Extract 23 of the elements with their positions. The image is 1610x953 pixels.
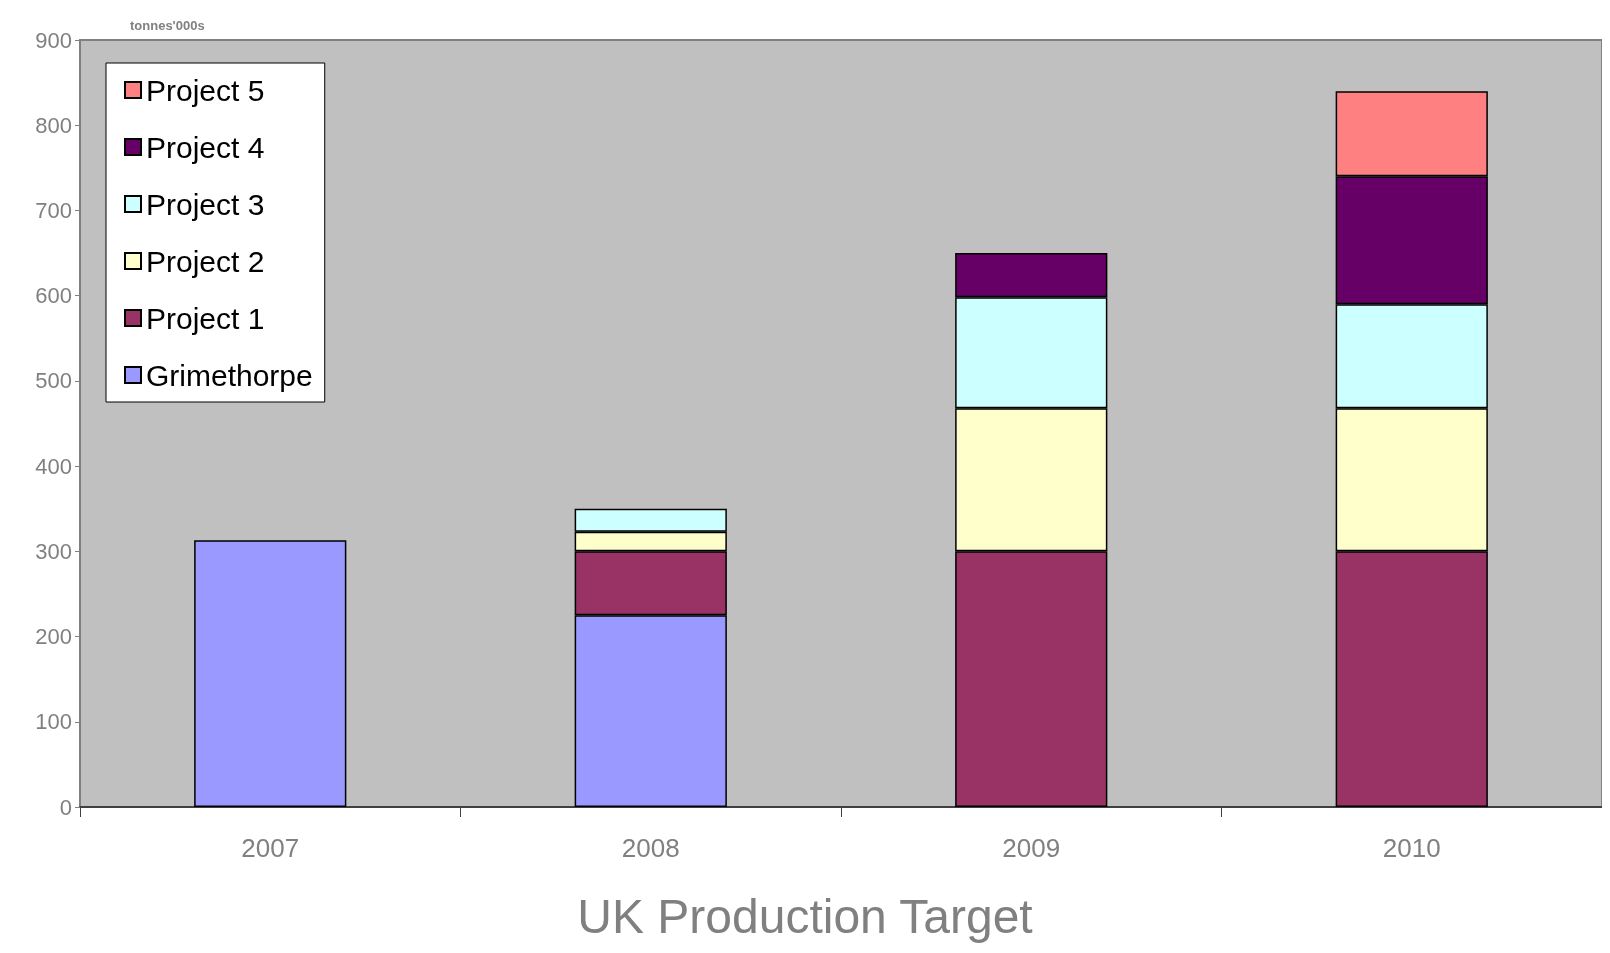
legend-label: Project 1 — [146, 301, 265, 335]
y-tick-label: 300 — [35, 538, 72, 564]
y-tick-label: 400 — [35, 453, 72, 479]
y-tick-label: 500 — [35, 368, 72, 394]
y-tick-label: 600 — [35, 283, 72, 309]
x-tick-label: 2007 — [241, 833, 300, 863]
bar — [194, 540, 347, 807]
y-tick-label: 800 — [35, 112, 72, 138]
x-tick-label: 2008 — [621, 833, 680, 863]
text: UK Production Target — [577, 889, 1033, 943]
legend-label: Grimethorpe — [146, 358, 313, 392]
y-tick-label: 100 — [35, 709, 72, 735]
legend-label: Project 4 — [146, 130, 265, 164]
x-tick-label: 2010 — [1382, 833, 1441, 863]
y-axis-title: tonnes'000s — [130, 18, 205, 33]
y-tick-label: 0 — [59, 794, 72, 820]
x-tick-label: 2009 — [1002, 833, 1061, 863]
y-tick-label: 900 — [35, 27, 72, 53]
y-tick-label: 200 — [35, 624, 72, 650]
legend-label: Project 2 — [146, 244, 265, 278]
legend-label: Project 5 — [146, 73, 265, 107]
y-tick-label: 700 — [35, 197, 72, 223]
legend-label: Project 3 — [146, 187, 265, 221]
